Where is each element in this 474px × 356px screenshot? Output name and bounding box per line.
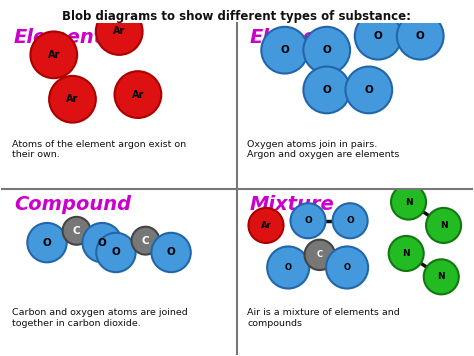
Circle shape (424, 259, 459, 294)
Circle shape (115, 71, 161, 118)
Text: O: O (416, 31, 425, 41)
Circle shape (267, 246, 309, 288)
Circle shape (131, 227, 159, 255)
Text: O: O (346, 216, 354, 225)
Circle shape (63, 217, 91, 245)
Text: C: C (73, 226, 81, 236)
Text: N: N (438, 272, 445, 281)
Circle shape (82, 223, 122, 262)
Text: Carbon and oxygen atoms are joined
together in carbon dioxide.: Carbon and oxygen atoms are joined toget… (12, 308, 188, 328)
Text: O: O (304, 216, 312, 225)
Circle shape (303, 27, 350, 74)
Text: O: O (280, 45, 289, 55)
Circle shape (49, 76, 96, 122)
Circle shape (291, 203, 326, 238)
Text: Blob diagrams to show different types of substance:: Blob diagrams to show different types of… (63, 10, 411, 23)
Text: Ar: Ar (47, 50, 60, 60)
Circle shape (27, 223, 67, 262)
Circle shape (151, 233, 191, 272)
Text: Compound: Compound (14, 195, 131, 214)
Text: O: O (322, 85, 331, 95)
Text: Element: Element (14, 28, 104, 47)
Text: O: O (98, 237, 107, 248)
Text: O: O (43, 237, 51, 248)
Circle shape (96, 233, 136, 272)
Circle shape (397, 13, 444, 59)
Text: C: C (142, 236, 149, 246)
Text: Ar: Ar (66, 94, 79, 104)
Text: Element: Element (250, 28, 340, 47)
Text: O: O (322, 45, 331, 55)
Text: C: C (317, 250, 323, 260)
Circle shape (391, 184, 426, 220)
Circle shape (303, 67, 350, 113)
Text: O: O (167, 247, 175, 257)
Circle shape (30, 31, 77, 78)
Circle shape (346, 67, 392, 113)
Text: O: O (111, 247, 120, 257)
Circle shape (261, 27, 308, 74)
Circle shape (389, 236, 424, 271)
Text: Ar: Ar (132, 90, 144, 100)
Text: O: O (374, 31, 383, 41)
Text: N: N (440, 221, 447, 230)
Circle shape (333, 203, 368, 238)
Text: Atoms of the element argon exist on
their own.: Atoms of the element argon exist on thei… (12, 140, 186, 159)
Text: Mixture: Mixture (250, 195, 334, 214)
Circle shape (305, 240, 335, 270)
Text: N: N (405, 198, 412, 206)
Text: O: O (344, 263, 351, 272)
Text: Oxygen atoms join in pairs.
Argon and oxygen are elements: Oxygen atoms join in pairs. Argon and ox… (247, 140, 400, 159)
Circle shape (355, 13, 401, 59)
Circle shape (96, 8, 143, 55)
Text: Ar: Ar (261, 221, 271, 230)
Text: Ar: Ar (113, 26, 126, 36)
Circle shape (426, 208, 461, 243)
Text: Air is a mixture of elements and
compounds: Air is a mixture of elements and compoun… (247, 308, 400, 328)
Circle shape (248, 208, 283, 243)
Text: N: N (402, 249, 410, 258)
Text: O: O (365, 85, 373, 95)
Circle shape (326, 246, 368, 288)
Text: O: O (285, 263, 292, 272)
